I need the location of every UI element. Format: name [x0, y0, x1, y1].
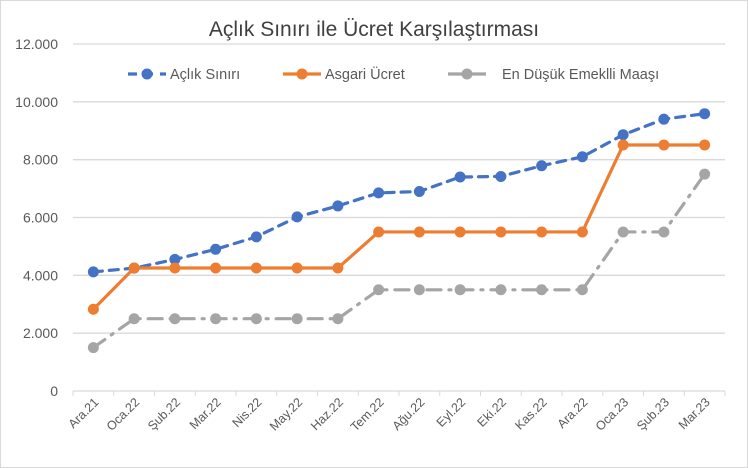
legend-marker-icon	[296, 68, 308, 80]
series-0	[87, 108, 711, 278]
x-tick-label: Oca.23	[593, 395, 631, 433]
x-tick-label: Eki.22	[475, 395, 509, 429]
x-tick-label: Ara.21	[66, 395, 102, 431]
data-point	[373, 284, 385, 296]
data-point	[617, 129, 629, 141]
y-tick-label: 12.000	[15, 36, 58, 52]
data-point	[576, 284, 588, 296]
data-point	[658, 226, 670, 238]
legend-label: En Düşük Emeklli Maaşı	[502, 67, 659, 83]
data-point	[169, 262, 181, 274]
data-point	[210, 262, 222, 274]
data-point	[87, 303, 99, 315]
data-point	[658, 139, 670, 151]
data-point	[495, 226, 507, 238]
data-point	[413, 185, 425, 197]
data-point	[413, 284, 425, 296]
data-point	[291, 313, 303, 325]
x-tick-label: Şub.23	[634, 395, 672, 433]
legend-label: Asgari Ücret	[325, 65, 405, 83]
x-tick-label: Ara.22	[555, 395, 591, 431]
legend-item-2: En Düşük Emeklli Maaşı	[448, 67, 659, 83]
data-point	[373, 187, 385, 199]
x-tick-label: Mar.22	[187, 395, 224, 432]
data-point	[169, 253, 181, 265]
data-point	[332, 200, 344, 212]
y-tick-label: 2.000	[23, 325, 58, 341]
x-tick-label: Ağu.22	[390, 395, 428, 433]
data-point	[576, 151, 588, 163]
data-point	[454, 171, 466, 183]
y-tick-label: 4.000	[23, 267, 58, 283]
data-point	[210, 313, 222, 325]
legend-label: Açlık Sınırı	[170, 67, 240, 83]
data-point	[495, 170, 507, 182]
data-point	[576, 226, 588, 238]
data-point	[250, 262, 262, 274]
data-point	[536, 284, 548, 296]
legend-marker-icon	[141, 68, 153, 80]
data-point	[373, 226, 385, 238]
series-2	[87, 168, 711, 354]
data-point	[291, 211, 303, 223]
data-point	[536, 160, 548, 172]
data-point	[699, 108, 711, 120]
data-point	[617, 226, 629, 238]
y-tick-label: 8.000	[23, 152, 58, 168]
series-lines	[87, 108, 711, 354]
data-point	[291, 262, 303, 274]
x-tick-label: Haz.22	[308, 395, 346, 433]
series-1	[87, 139, 711, 315]
y-tick-label: 10.000	[15, 94, 58, 110]
data-point	[454, 284, 466, 296]
data-point	[250, 313, 262, 325]
legend-marker-icon	[461, 68, 473, 80]
legend-item-1: Asgari Ücret	[283, 65, 405, 83]
data-point	[169, 313, 181, 325]
x-axis: Ara.21 Oca.22 Şub.22 Mar.22 Nis.22 May.22 Haz.…	[66, 391, 726, 434]
data-point	[128, 313, 140, 325]
data-point	[454, 226, 466, 238]
data-point	[536, 226, 548, 238]
x-tick-label: Tem.22	[348, 395, 387, 434]
y-tick-label: 0	[50, 383, 58, 399]
x-tick-label: Mar.23	[676, 395, 713, 432]
data-point	[699, 168, 711, 180]
data-point	[210, 243, 222, 255]
x-tick-label: Şub.22	[145, 395, 183, 433]
data-point	[699, 139, 711, 151]
y-axis: 0 2.000 4.000 6.000 8.000 10.000 12.000	[15, 36, 58, 399]
gridlines	[73, 43, 725, 392]
x-tick-label: Nis.22	[230, 395, 265, 430]
x-tick-label: Eyl.22	[434, 395, 468, 429]
chart-title: Açlık Sınırı ile Ücret Karşılaştırması	[208, 18, 540, 41]
data-point	[413, 226, 425, 238]
data-point	[658, 113, 670, 125]
data-point	[87, 266, 99, 278]
x-tick-label: Oca.22	[104, 395, 142, 433]
data-point	[128, 262, 140, 274]
x-tick-label: Kas.22	[512, 395, 549, 432]
legend-item-0: Açlık Sınırı	[128, 67, 240, 83]
data-point	[250, 231, 262, 243]
y-tick-label: 6.000	[23, 210, 58, 226]
x-tick-label: May.22	[267, 395, 305, 433]
data-point	[87, 342, 99, 354]
data-point	[332, 262, 344, 274]
data-point	[332, 313, 344, 325]
data-point	[495, 284, 507, 296]
legend: Açlık Sınırı Asgari Ücret En Düşük Emeklli…	[128, 65, 659, 83]
data-point	[617, 139, 629, 151]
